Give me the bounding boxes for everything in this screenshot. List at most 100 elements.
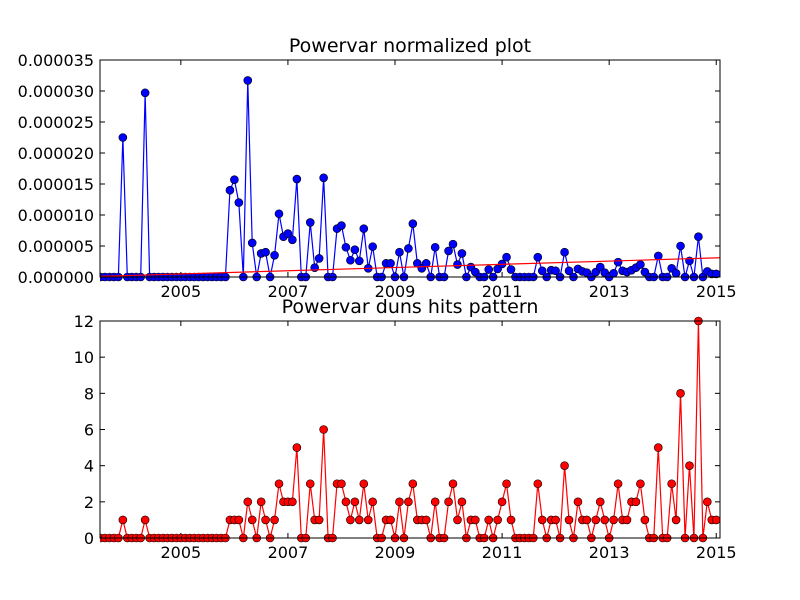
marker — [292, 174, 302, 184]
marker — [560, 461, 569, 470]
marker — [408, 219, 418, 228]
x-tick-label: 2009 — [375, 282, 416, 301]
marker — [453, 515, 462, 525]
marker — [247, 238, 257, 248]
marker — [591, 515, 601, 525]
x-tick-label: 2007 — [268, 543, 309, 562]
marker — [292, 443, 302, 452]
y-tick-label: 0.000025 — [18, 113, 94, 132]
marker — [247, 515, 257, 525]
marker — [613, 479, 623, 489]
marker — [234, 515, 244, 525]
marker — [444, 246, 453, 256]
marker — [319, 425, 328, 434]
marker — [484, 515, 494, 525]
marker — [636, 260, 645, 269]
marker — [305, 479, 315, 489]
marker — [497, 497, 507, 507]
y-tick-label: 6 — [84, 421, 94, 440]
marker — [653, 443, 663, 452]
marker — [225, 185, 235, 195]
marker — [359, 479, 369, 489]
marker — [595, 262, 605, 272]
marker — [395, 497, 404, 507]
marker — [261, 515, 270, 525]
marker — [582, 515, 592, 525]
marker — [408, 479, 418, 489]
axes-frame — [99, 59, 721, 278]
marker — [564, 515, 574, 525]
marker — [354, 256, 364, 266]
marker — [533, 252, 543, 262]
marker — [502, 479, 511, 489]
marker — [140, 515, 150, 525]
marker — [395, 247, 404, 257]
x-tick-label: 2015 — [696, 282, 737, 301]
chart-title: Powervar normalized plot — [289, 35, 531, 57]
marker — [685, 461, 694, 470]
marker — [609, 515, 618, 525]
marker — [305, 218, 315, 227]
marker — [600, 515, 610, 525]
marker — [667, 479, 676, 489]
marker — [671, 515, 681, 525]
marker — [711, 269, 720, 279]
marker — [533, 479, 543, 489]
marker — [573, 497, 583, 507]
marker — [502, 252, 511, 262]
marker — [341, 242, 351, 252]
marker — [274, 479, 284, 489]
marker — [314, 254, 324, 263]
chart-title: Powervar duns hits pattern — [282, 296, 539, 318]
marker — [676, 389, 685, 398]
y-tick-label: 4 — [84, 457, 94, 476]
marker — [368, 242, 377, 251]
marker — [283, 229, 293, 238]
x-tick-label: 2015 — [696, 543, 737, 562]
marker — [430, 242, 440, 252]
marker — [270, 515, 279, 525]
y-tick-label: 2 — [84, 493, 94, 512]
marker — [457, 497, 467, 507]
marker — [595, 497, 605, 507]
y-tick-label: 0.000030 — [18, 82, 94, 101]
marker — [613, 257, 623, 267]
marker — [676, 241, 685, 251]
x-tick-label: 2007 — [268, 282, 309, 301]
marker — [256, 497, 266, 507]
marker — [609, 268, 618, 278]
x-tick-label: 2013 — [589, 282, 630, 301]
marker — [341, 497, 351, 507]
marker — [471, 515, 480, 525]
axes-frame — [99, 320, 721, 539]
marker — [564, 266, 574, 276]
marker — [560, 247, 569, 257]
y-tick-label: 0.000035 — [18, 51, 94, 70]
x-tick-label: 2011 — [482, 543, 523, 562]
marker — [288, 235, 297, 245]
marker — [337, 479, 346, 489]
marker — [359, 224, 369, 233]
marker — [118, 515, 128, 525]
marker — [448, 239, 458, 249]
y-tick-label: 0.000015 — [18, 175, 94, 194]
marker — [404, 497, 413, 507]
trend-line — [100, 257, 720, 277]
marker — [350, 245, 360, 255]
marker — [386, 259, 395, 268]
marker — [368, 497, 377, 507]
marker — [363, 515, 373, 525]
x-tick-label: 2013 — [589, 543, 630, 562]
marker — [653, 251, 663, 261]
marker — [640, 515, 650, 525]
marker — [386, 515, 395, 525]
marker — [261, 247, 270, 257]
y-tick-label: 12 — [74, 312, 94, 331]
marker — [506, 515, 516, 525]
marker — [448, 479, 458, 489]
marker — [350, 497, 360, 507]
marker — [230, 175, 239, 184]
marker — [270, 251, 279, 260]
marker — [346, 255, 355, 265]
